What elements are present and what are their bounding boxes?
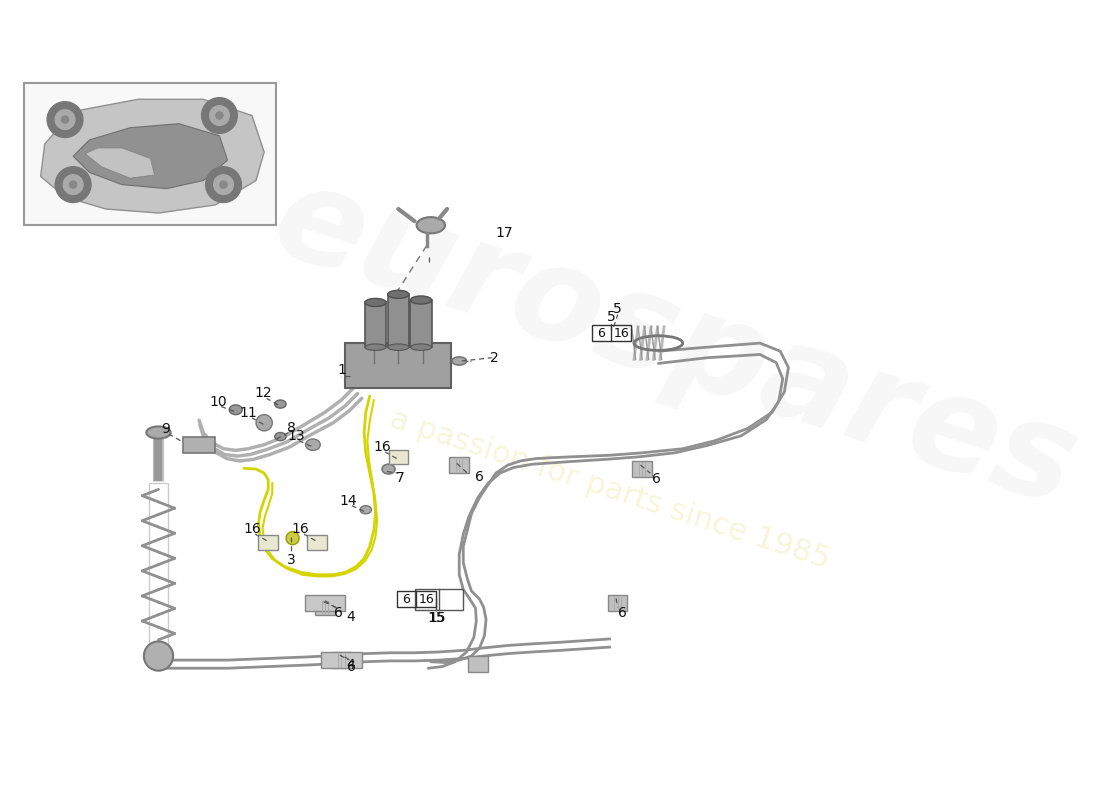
Text: eurospares: eurospares [258,154,1091,533]
Text: 16: 16 [243,522,261,536]
Bar [592,326,630,342]
Text: 7: 7 [396,471,405,485]
Text: a passion for parts since 1985: a passion for parts since 1985 [386,404,834,574]
Text: 1: 1 [337,363,345,377]
Bar [387,294,409,347]
Bar [258,535,278,550]
Ellipse shape [387,290,409,298]
Circle shape [144,642,173,670]
Ellipse shape [417,217,446,234]
Ellipse shape [382,464,395,474]
Bar [331,652,351,668]
Circle shape [256,414,273,431]
Text: 6: 6 [596,327,605,340]
Text: 5: 5 [607,310,616,324]
Text: 14: 14 [340,494,358,508]
Text: 13: 13 [287,429,305,442]
Bar [365,302,386,347]
Text: 17: 17 [495,226,513,240]
Bar [415,589,463,610]
Circle shape [47,102,82,138]
Ellipse shape [146,426,170,438]
Circle shape [206,166,241,202]
Bar [410,300,431,347]
Text: 6: 6 [618,606,627,620]
Circle shape [69,181,77,188]
Text: 10: 10 [209,394,227,409]
Text: 4: 4 [346,610,355,624]
Bar [183,437,216,453]
Ellipse shape [275,433,286,441]
Ellipse shape [410,344,431,350]
Text: 12: 12 [254,386,272,401]
Ellipse shape [275,400,286,408]
Text: 15: 15 [429,611,447,625]
Bar [24,83,276,226]
Ellipse shape [360,506,372,514]
Polygon shape [86,148,154,178]
Text: 15: 15 [428,611,446,625]
Text: 2: 2 [490,350,498,365]
Circle shape [210,106,229,126]
Bar [469,656,487,672]
Circle shape [213,174,233,194]
Text: 6: 6 [333,606,342,620]
Text: 11: 11 [240,406,257,420]
Ellipse shape [365,344,386,350]
Bar [632,461,652,478]
Text: 3: 3 [287,553,296,567]
Bar [316,599,334,615]
Text: 4: 4 [346,658,355,672]
Ellipse shape [387,344,409,350]
Text: 9: 9 [162,422,170,436]
Bar [321,652,362,668]
Text: 6: 6 [652,472,661,486]
Ellipse shape [452,357,466,365]
Bar [608,595,627,611]
Text: 16: 16 [292,522,309,536]
Circle shape [286,532,299,545]
Bar [345,343,451,388]
Text: 6: 6 [346,659,355,674]
Ellipse shape [365,298,386,306]
Ellipse shape [229,405,242,414]
Circle shape [64,174,82,194]
Bar [305,595,345,611]
Bar [450,457,469,473]
Bar [388,450,408,464]
Circle shape [55,110,75,130]
Text: 8: 8 [286,421,296,434]
Polygon shape [74,124,228,189]
Bar [307,535,327,550]
Ellipse shape [306,439,320,450]
Text: 6: 6 [402,593,409,606]
Text: 16: 16 [373,440,390,454]
Bar [397,591,436,607]
Circle shape [216,112,223,119]
Text: 16: 16 [614,327,629,340]
Bar [148,483,168,646]
Circle shape [220,181,227,188]
Circle shape [55,166,91,202]
Ellipse shape [410,296,431,304]
Polygon shape [41,99,264,213]
Circle shape [201,98,238,134]
Text: 5: 5 [614,302,623,316]
Text: 16: 16 [419,593,435,606]
Text: 6: 6 [475,470,484,484]
Circle shape [62,116,68,123]
